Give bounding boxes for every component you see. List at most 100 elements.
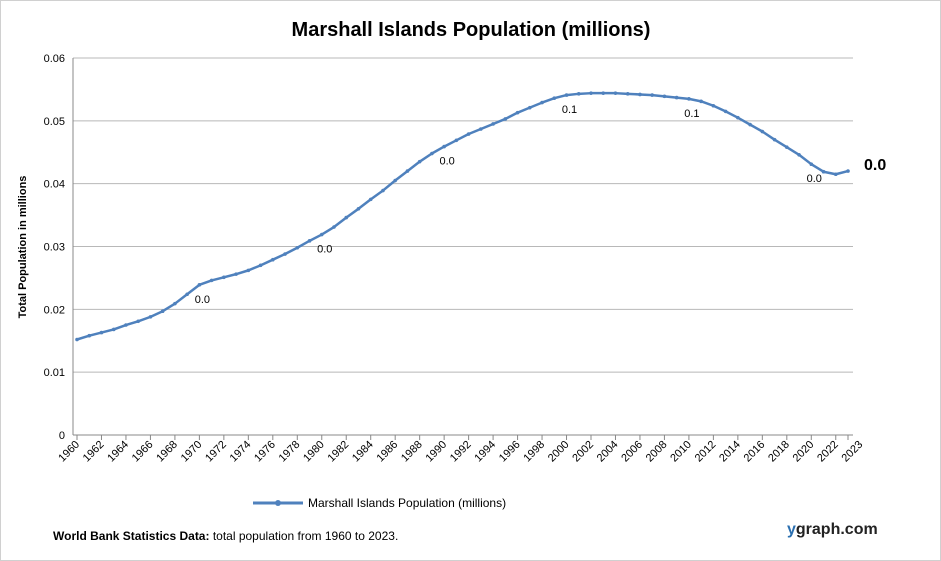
data-point — [809, 162, 814, 166]
data-point — [846, 169, 850, 173]
y-tick-label: 0.04 — [44, 179, 65, 191]
x-tick-label: 2008 — [644, 439, 670, 465]
last-data-label: 0.0 — [864, 157, 886, 174]
x-tick-label: 1972 — [203, 439, 229, 465]
data-point — [148, 315, 153, 319]
x-tick-label: 1966 — [130, 439, 156, 465]
data-point — [466, 132, 471, 136]
data-point — [417, 159, 422, 164]
data-point — [271, 257, 275, 262]
data-point — [356, 207, 361, 211]
data-point — [552, 96, 557, 101]
x-tick-label: 1988 — [399, 439, 425, 465]
data-point — [785, 145, 789, 150]
x-tick-label: 1978 — [277, 439, 303, 465]
x-tick-label: 1986 — [375, 439, 401, 465]
data-point — [613, 91, 618, 95]
data-point — [833, 172, 838, 177]
x-tick-label: 1990 — [423, 439, 449, 465]
x-tick-label: 2022 — [815, 439, 841, 465]
data-point — [723, 109, 728, 114]
data-point — [258, 263, 263, 268]
data-point — [491, 122, 495, 126]
data-point — [662, 94, 667, 99]
data-point — [601, 91, 606, 95]
y-tick-label: 0.05 — [44, 116, 65, 128]
brand-y: y — [787, 521, 796, 538]
data-point — [283, 252, 287, 256]
data-point — [222, 275, 226, 280]
data-point — [160, 309, 165, 314]
chart-title: Marshall Islands Population (millions) — [292, 19, 651, 41]
y-tick-label: 0.02 — [44, 304, 65, 316]
x-tick-label: 2012 — [693, 439, 719, 465]
data-point — [515, 110, 520, 115]
data-point — [674, 95, 679, 100]
data-point — [650, 93, 654, 97]
x-tick-label: 1984 — [350, 439, 376, 465]
x-tick-label: 1974 — [228, 439, 254, 465]
x-tick-label: 1960 — [56, 439, 82, 465]
data-point — [99, 330, 104, 335]
data-point — [405, 169, 410, 173]
data-point — [246, 268, 251, 273]
y-tick-label: 0 — [59, 430, 65, 442]
x-tick-label: 2018 — [766, 439, 792, 465]
data-point — [442, 144, 446, 149]
data-label: 0.1 — [562, 104, 577, 116]
data-point — [295, 245, 300, 250]
data-point — [87, 333, 92, 338]
data-point — [589, 91, 593, 95]
y-tick-label: 0.01 — [44, 367, 65, 379]
x-tick-label: 2000 — [546, 439, 572, 465]
data-label: 0.0 — [439, 156, 454, 168]
data-point — [687, 97, 691, 101]
brand-logo: ygraph.com — [787, 521, 878, 539]
data-label: 0.0 — [317, 244, 332, 256]
data-point — [136, 319, 140, 324]
data-point — [381, 188, 385, 193]
data-point — [393, 178, 397, 183]
data-point — [479, 127, 483, 131]
data-point — [638, 92, 642, 97]
data-point — [625, 92, 630, 96]
data-point — [503, 117, 508, 121]
x-tick-label: 2014 — [717, 439, 743, 465]
data-point — [234, 272, 238, 276]
data-point — [344, 215, 349, 220]
x-tick-label: 1982 — [326, 439, 352, 465]
data-point — [797, 152, 801, 157]
x-tick-label: 2020 — [791, 439, 817, 465]
data-point — [185, 292, 189, 297]
footer-note: World Bank Statistics Data: total popula… — [53, 529, 398, 543]
x-tick-label: 1964 — [105, 439, 131, 465]
x-tick-label: 1994 — [472, 439, 498, 465]
data-point — [821, 169, 826, 174]
legend-label: Marshall Islands Population (millions) — [308, 496, 506, 510]
data-label: 0.1 — [684, 108, 699, 120]
data-point — [772, 137, 777, 142]
data-label: 0.0 — [195, 294, 210, 306]
data-point — [454, 138, 459, 143]
x-tick-label: 1998 — [521, 439, 547, 465]
data-point — [540, 100, 544, 105]
data-point — [736, 115, 740, 120]
x-tick-label: 1970 — [179, 439, 205, 465]
data-point — [173, 301, 177, 306]
y-tick-label: 0.06 — [44, 53, 65, 65]
data-point — [124, 323, 128, 327]
footer-bold: World Bank Statistics Data: — [53, 529, 210, 543]
legend-marker — [275, 500, 281, 506]
data-point — [75, 337, 79, 342]
data-point — [699, 99, 703, 104]
x-tick-label: 1962 — [81, 439, 107, 465]
x-tick-label: 2023 — [840, 439, 866, 465]
x-tick-label: 2010 — [668, 439, 694, 465]
x-tick-label: 2004 — [595, 439, 621, 465]
data-point — [748, 122, 752, 127]
data-point — [319, 232, 324, 237]
data-point — [760, 129, 765, 134]
data-point — [368, 197, 373, 202]
x-tick-label: 2002 — [570, 439, 596, 465]
